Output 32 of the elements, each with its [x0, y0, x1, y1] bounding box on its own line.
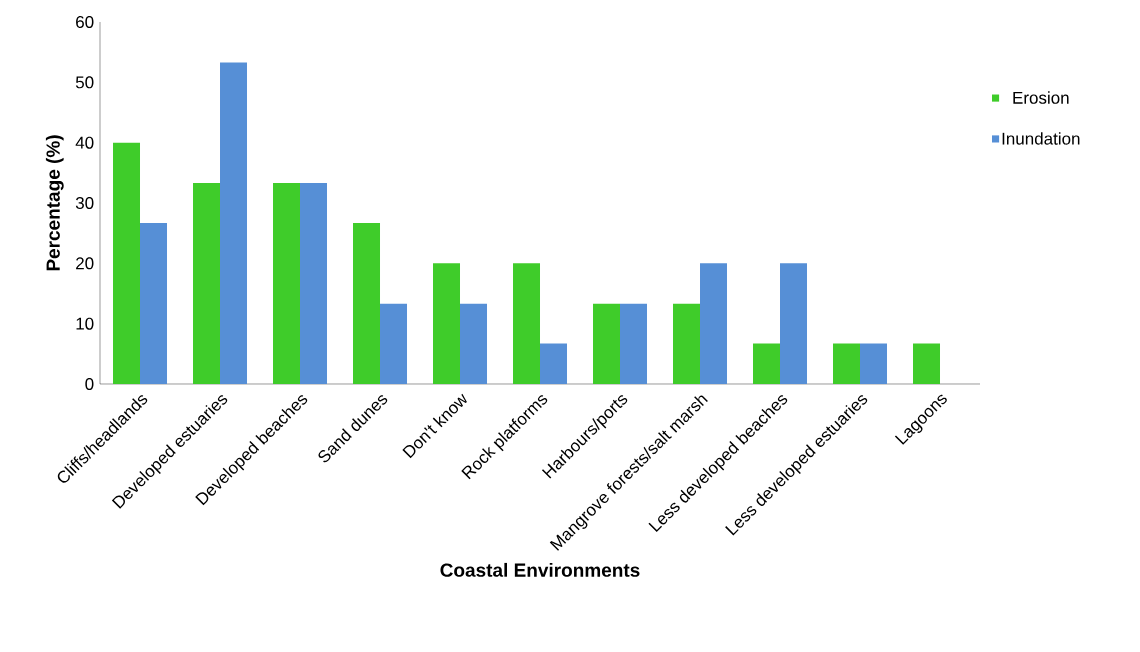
bar — [380, 303, 408, 384]
bar — [220, 62, 248, 384]
bar — [780, 263, 808, 384]
y-axis-title: Percentage (%) — [45, 135, 64, 271]
bar — [700, 263, 728, 384]
bar — [140, 222, 168, 384]
bar — [540, 343, 568, 384]
bar — [833, 343, 861, 384]
y-tick-label: 50 — [75, 76, 94, 89]
bar — [753, 343, 780, 384]
bar — [620, 303, 648, 384]
bar — [673, 303, 701, 384]
y-tick-label: 0 — [85, 377, 94, 391]
bar — [353, 222, 381, 384]
y-tick-label: 60 — [76, 15, 94, 29]
legend-label: Inundation — [1002, 132, 1080, 145]
bar — [113, 142, 141, 384]
bar — [913, 343, 941, 384]
bar — [433, 263, 461, 384]
bar — [860, 343, 887, 384]
y-tick-label: 40 — [75, 136, 94, 149]
legend-label: Erosion — [1013, 91, 1069, 104]
y-tick-label: 30 — [75, 196, 94, 210]
bar — [193, 183, 221, 384]
bar — [593, 303, 621, 384]
bar — [273, 183, 301, 384]
y-tick-label: 10 — [76, 317, 94, 330]
bar — [300, 183, 328, 384]
y-tick-label: 20 — [76, 257, 94, 270]
bar — [460, 303, 488, 384]
bar — [513, 263, 541, 384]
x-axis-title: Coastal Environments — [440, 562, 640, 577]
